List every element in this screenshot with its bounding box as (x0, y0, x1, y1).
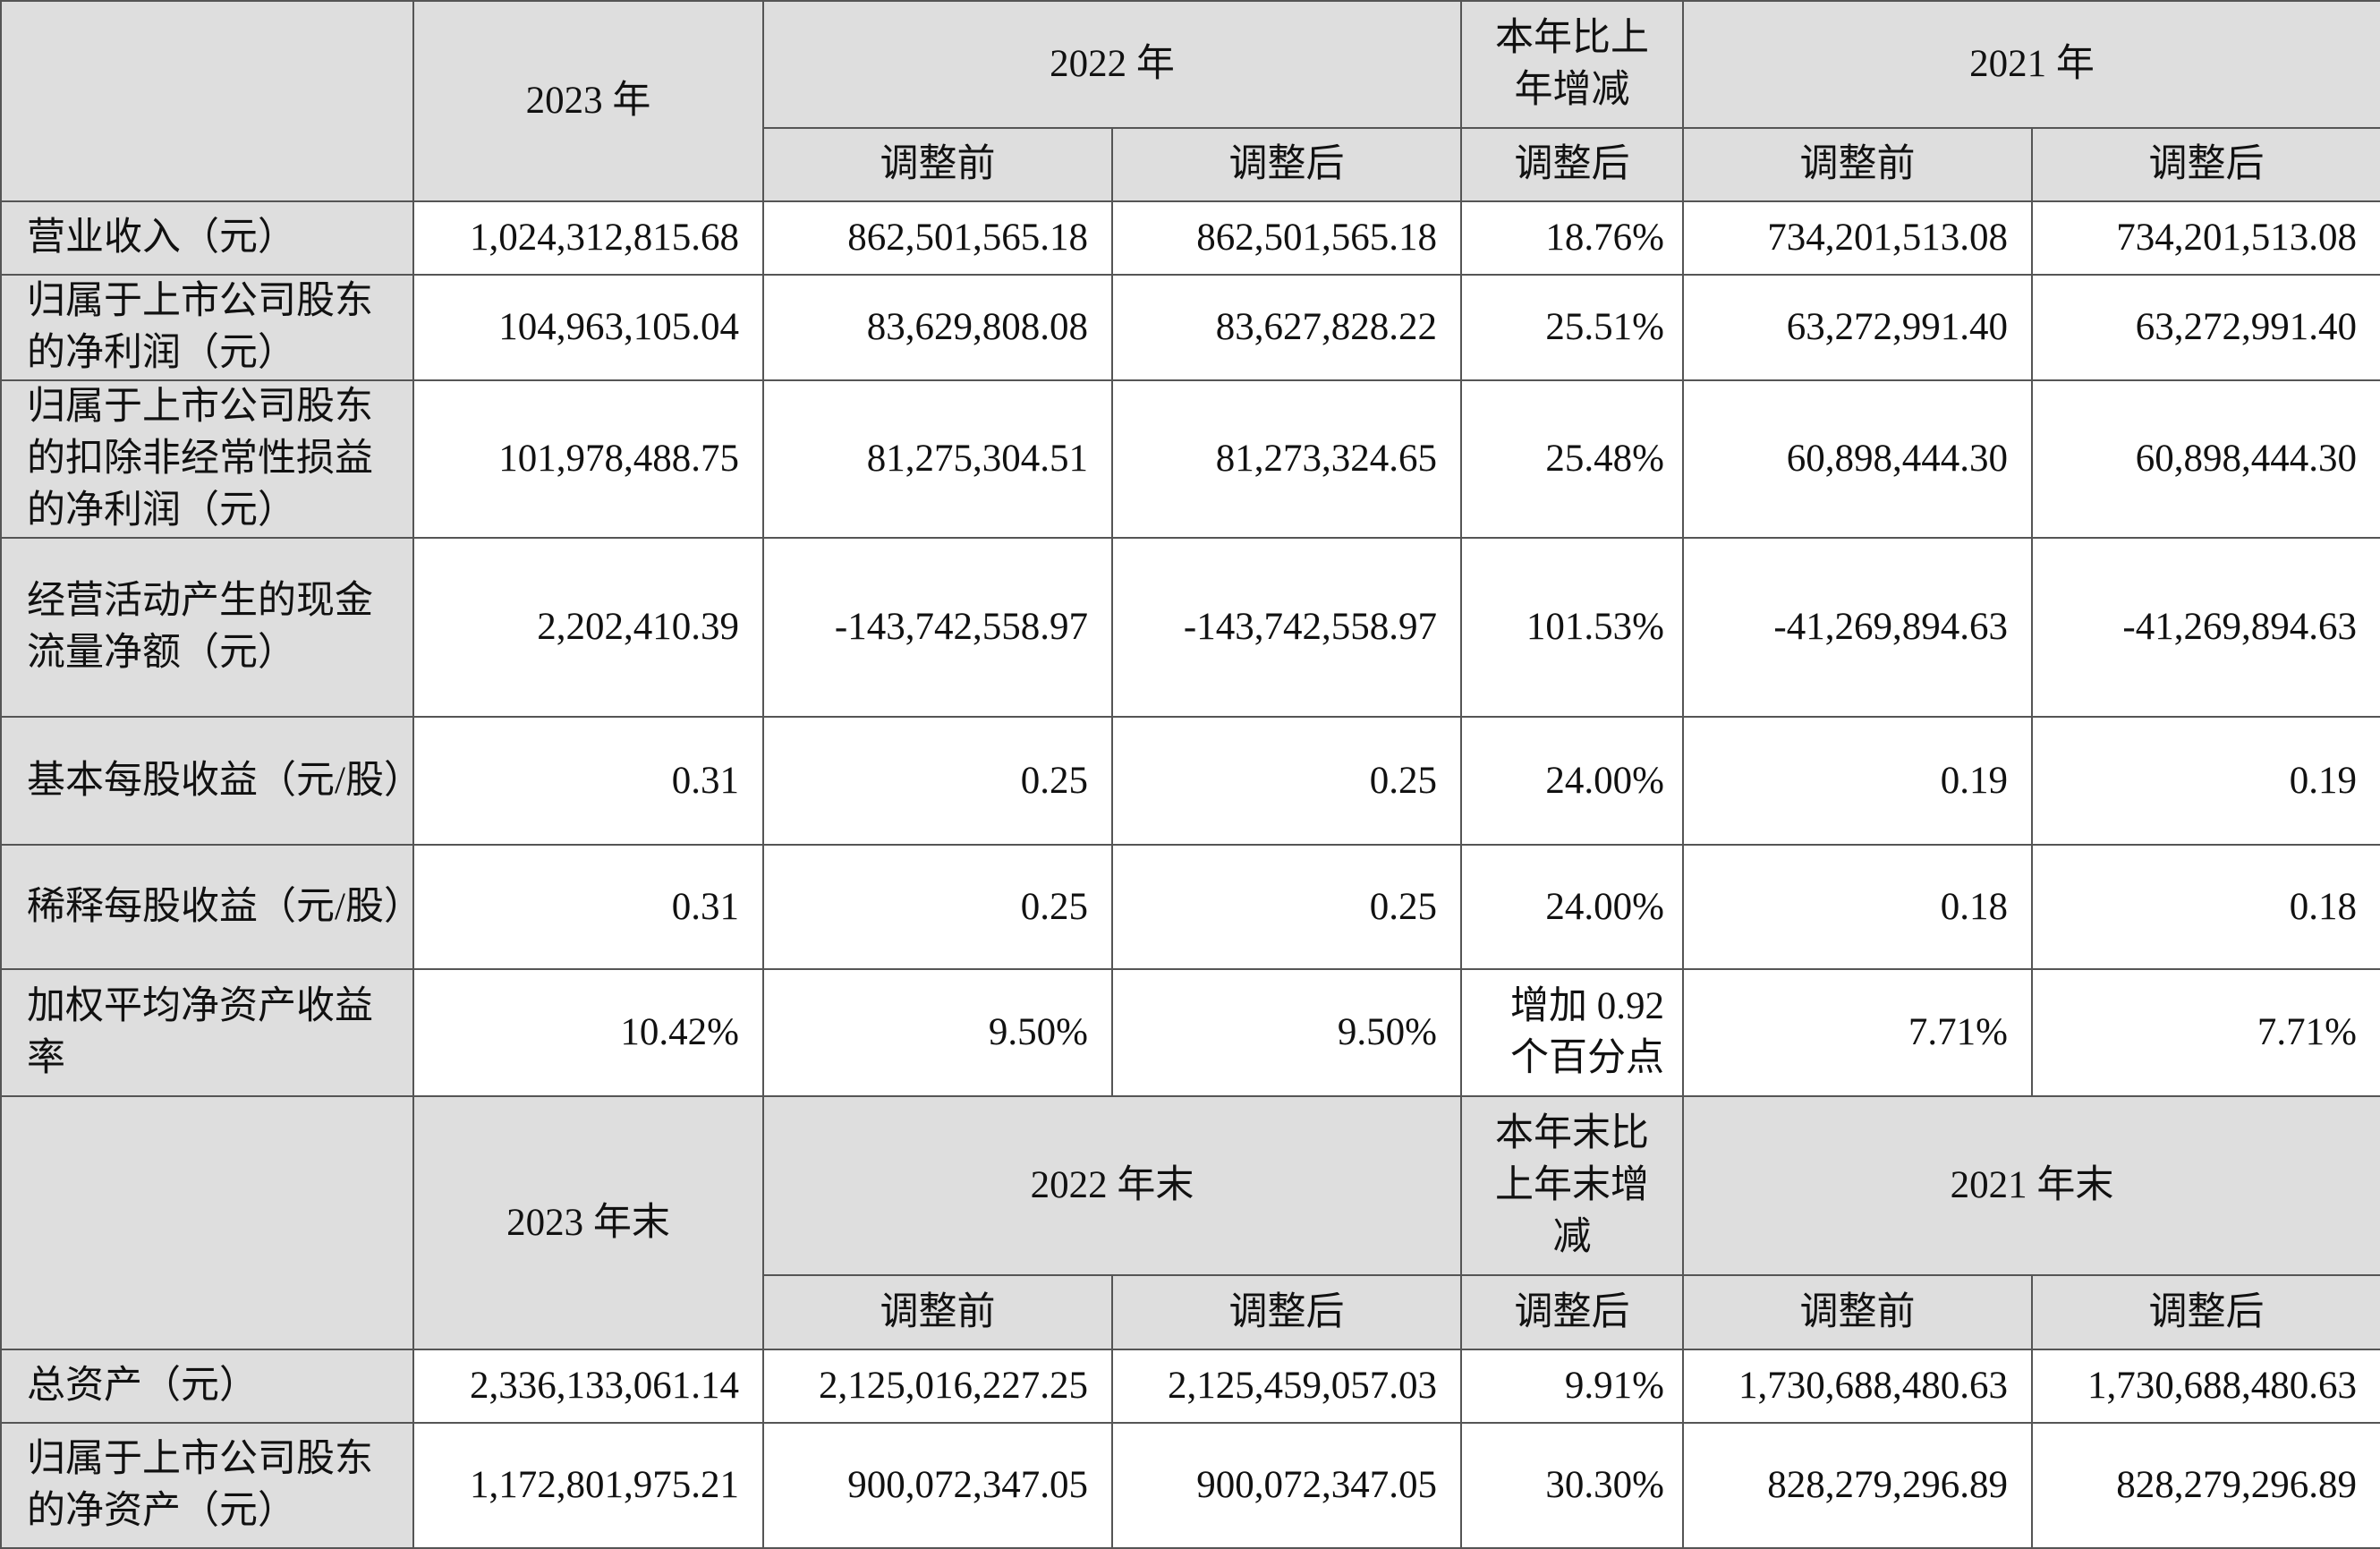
change-cell: 101.53% (1460, 537, 1684, 718)
column-group-header: 本年比上年增减 (1460, 0, 1684, 129)
value-cell: 900,072,347.05 (1111, 1422, 1462, 1549)
value-cell: 0.18 (2031, 844, 2380, 970)
value-cell: 101,978,488.75 (412, 379, 764, 539)
row-label: 加权平均净资产收益率 (0, 968, 414, 1097)
sub-header: 调整前 (762, 1274, 1113, 1350)
column-group-header: 2023 年末 (412, 1095, 764, 1350)
column-group-header: 2021 年 (1682, 0, 2380, 129)
value-cell: 0.31 (412, 844, 764, 970)
row-label: 经营活动产生的现金流量净额（元） (0, 537, 414, 718)
value-cell: 0.31 (412, 716, 764, 846)
value-cell: 83,627,828.22 (1111, 274, 1462, 381)
sub-header: 调整后 (1460, 127, 1684, 202)
row-label: 营业收入（元） (0, 200, 414, 276)
value-cell: 0.25 (762, 716, 1113, 846)
value-cell: 0.19 (1682, 716, 2033, 846)
row-label: 总资产（元） (0, 1349, 414, 1424)
value-cell: 0.19 (2031, 716, 2380, 846)
column-group-header: 2021 年末 (1682, 1095, 2380, 1276)
value-cell: 1,172,801,975.21 (412, 1422, 764, 1549)
corner-cell (0, 0, 414, 202)
value-cell: 2,125,016,227.25 (762, 1349, 1113, 1424)
change-cell: 24.00% (1460, 716, 1684, 846)
value-cell: -143,742,558.97 (1111, 537, 1462, 718)
value-cell: -41,269,894.63 (1682, 537, 2033, 718)
row-label: 归属于上市公司股东的净资产（元） (0, 1422, 414, 1549)
value-cell: 60,898,444.30 (2031, 379, 2380, 539)
value-cell: 0.18 (1682, 844, 2033, 970)
sub-header: 调整前 (1682, 1274, 2033, 1350)
value-cell: -41,269,894.63 (2031, 537, 2380, 718)
sub-header: 调整后 (2031, 127, 2380, 202)
value-cell: 734,201,513.08 (2031, 200, 2380, 276)
change-cell: 24.00% (1460, 844, 1684, 970)
value-cell: 104,963,105.04 (412, 274, 764, 381)
column-group-header: 2023 年 (412, 0, 764, 202)
value-cell: 60,898,444.30 (1682, 379, 2033, 539)
value-cell: 734,201,513.08 (1682, 200, 2033, 276)
value-cell: 862,501,565.18 (762, 200, 1113, 276)
value-cell: 900,072,347.05 (762, 1422, 1113, 1549)
value-cell: 0.25 (762, 844, 1113, 970)
value-cell: 2,336,133,061.14 (412, 1349, 764, 1424)
change-cell: 25.48% (1460, 379, 1684, 539)
change-cell: 18.76% (1460, 200, 1684, 276)
change-cell: 9.91% (1460, 1349, 1684, 1424)
column-group-header: 本年末比上年末增减 (1460, 1095, 1684, 1276)
value-cell: 7.71% (2031, 968, 2380, 1097)
value-cell: 83,629,808.08 (762, 274, 1113, 381)
value-cell: 81,273,324.65 (1111, 379, 1462, 539)
value-cell: 9.50% (1111, 968, 1462, 1097)
value-cell: 63,272,991.40 (1682, 274, 2033, 381)
change-cell: 25.51% (1460, 274, 1684, 381)
value-cell: 1,024,312,815.68 (412, 200, 764, 276)
value-cell: 1,730,688,480.63 (2031, 1349, 2380, 1424)
change-cell: 增加 0.92 个百分点 (1460, 968, 1684, 1097)
value-cell: 63,272,991.40 (2031, 274, 2380, 381)
sub-header: 调整后 (1460, 1274, 1684, 1350)
sub-header: 调整后 (1111, 1274, 1462, 1350)
sub-header: 调整后 (2031, 1274, 2380, 1350)
corner-cell (0, 1095, 414, 1350)
value-cell: 2,202,410.39 (412, 537, 764, 718)
row-label: 归属于上市公司股东的扣除非经常性损益的净利润（元） (0, 379, 414, 539)
sub-header: 调整前 (762, 127, 1113, 202)
row-label: 稀释每股收益（元/股） (0, 844, 414, 970)
value-cell: 828,279,296.89 (2031, 1422, 2380, 1549)
value-cell: 0.25 (1111, 716, 1462, 846)
sub-header: 调整前 (1682, 127, 2033, 202)
value-cell: 81,275,304.51 (762, 379, 1113, 539)
column-group-header: 2022 年末 (762, 1095, 1462, 1276)
value-cell: 10.42% (412, 968, 764, 1097)
sub-header: 调整后 (1111, 127, 1462, 202)
value-cell: 7.71% (1682, 968, 2033, 1097)
row-label: 基本每股收益（元/股） (0, 716, 414, 846)
value-cell: 862,501,565.18 (1111, 200, 1462, 276)
row-label: 归属于上市公司股东的净利润（元） (0, 274, 414, 381)
value-cell: 0.25 (1111, 844, 1462, 970)
value-cell: 9.50% (762, 968, 1113, 1097)
value-cell: 2,125,459,057.03 (1111, 1349, 1462, 1424)
column-group-header: 2022 年 (762, 0, 1462, 129)
value-cell: -143,742,558.97 (762, 537, 1113, 718)
change-cell: 30.30% (1460, 1422, 1684, 1549)
value-cell: 828,279,296.89 (1682, 1422, 2033, 1549)
value-cell: 1,730,688,480.63 (1682, 1349, 2033, 1424)
